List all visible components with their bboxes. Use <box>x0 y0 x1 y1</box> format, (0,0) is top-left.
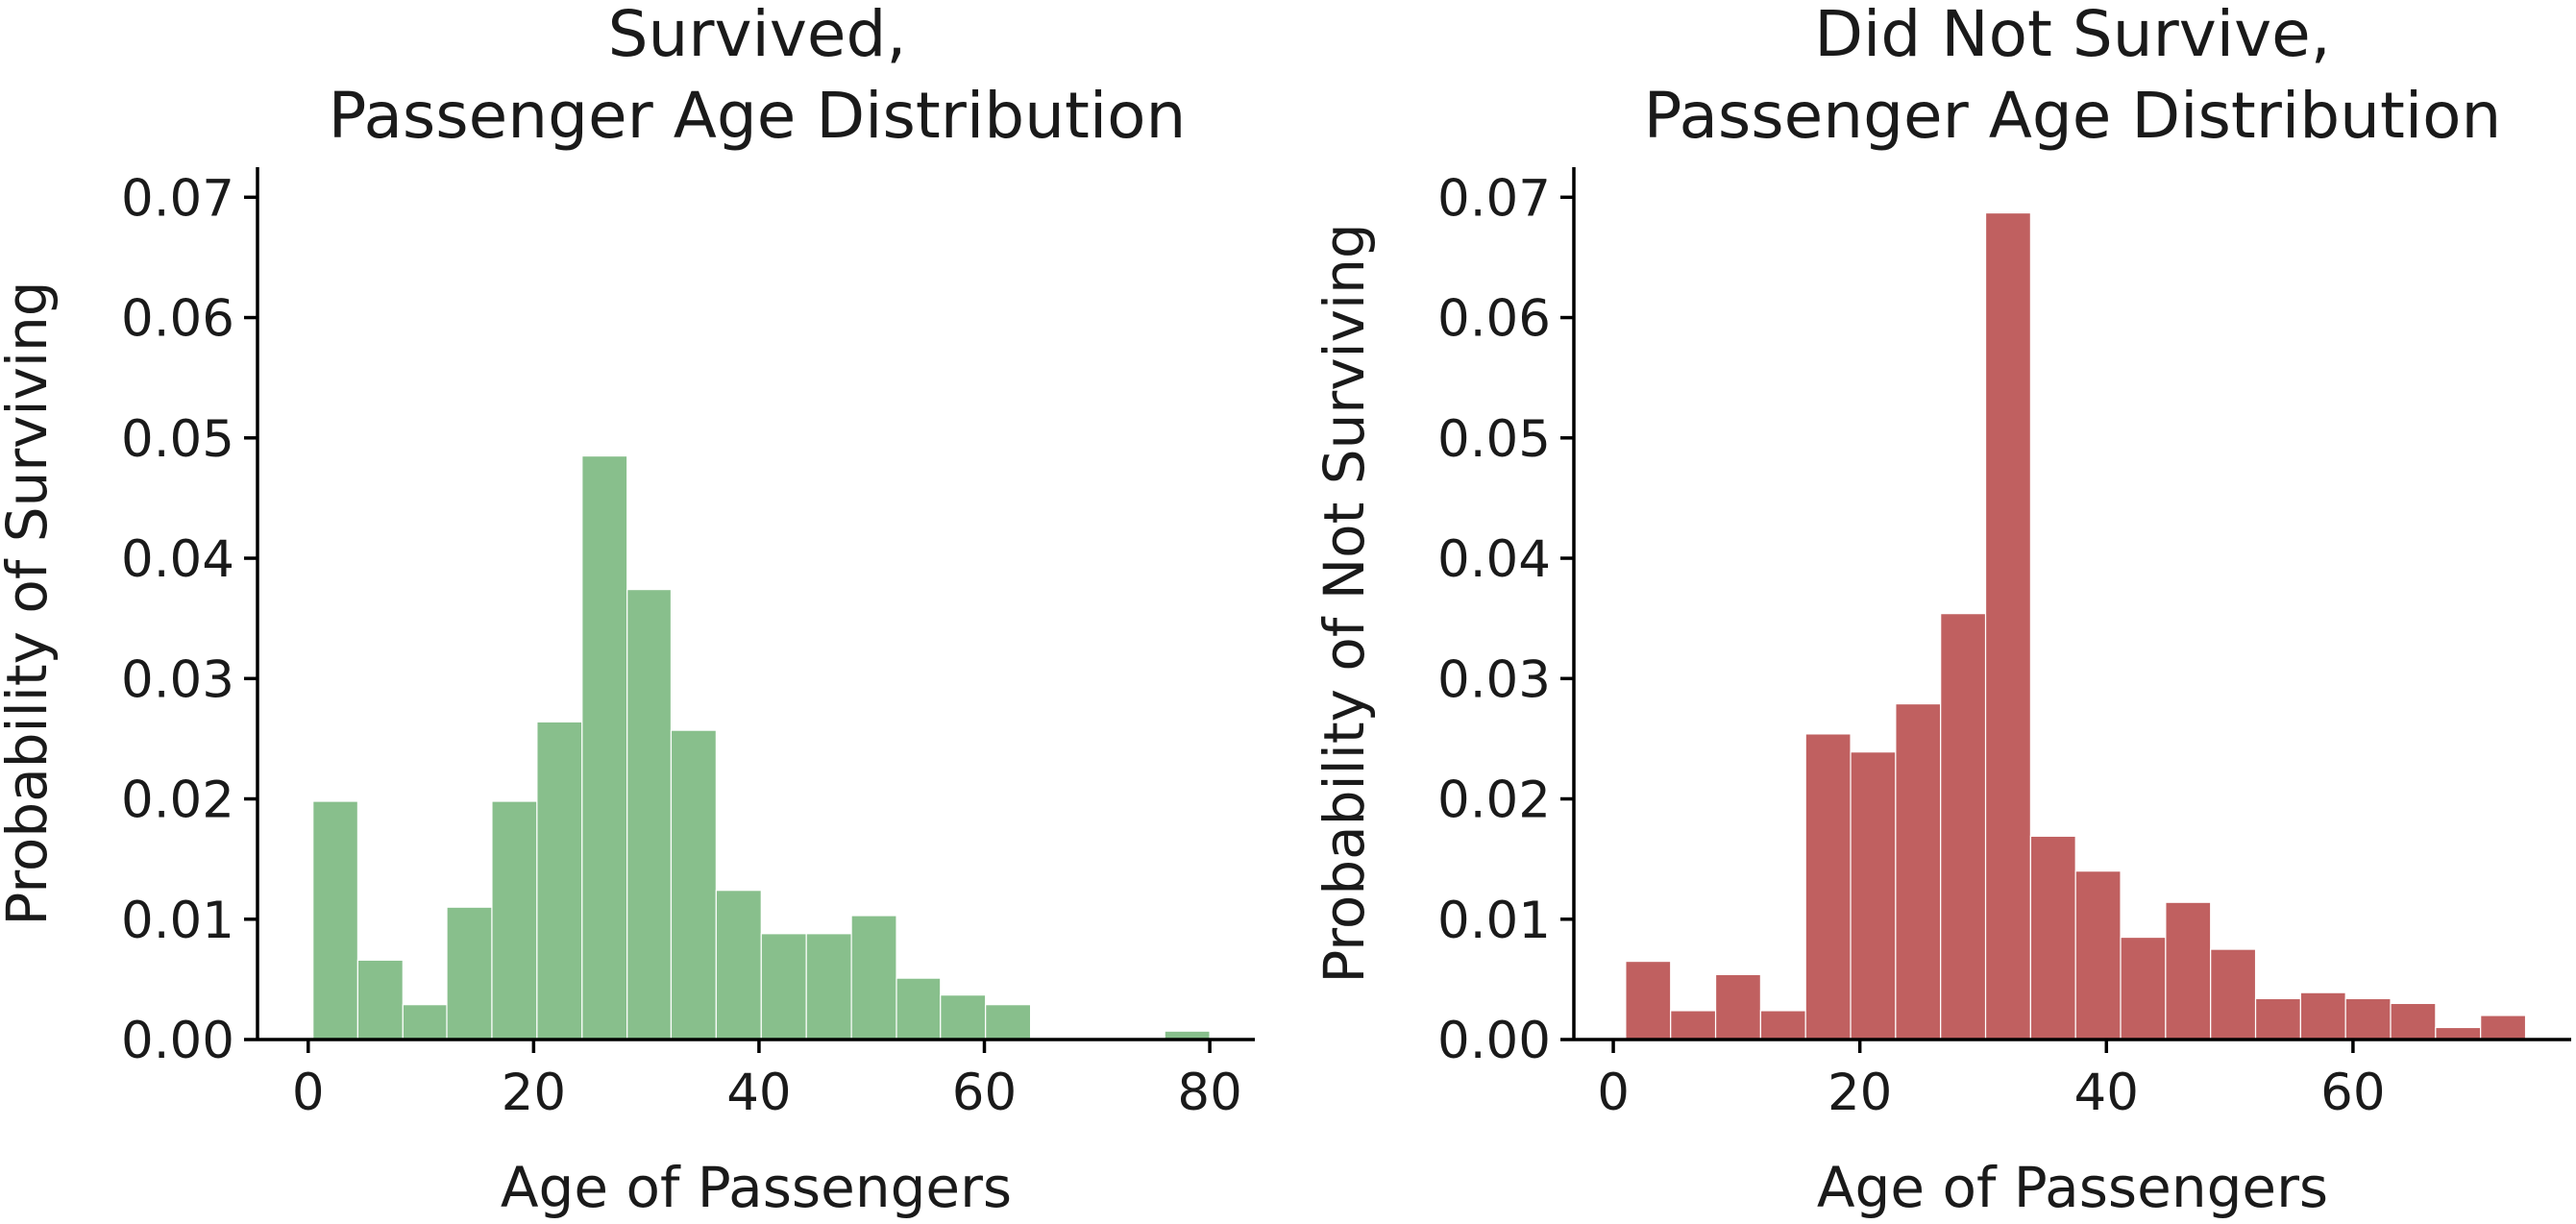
histogram-bar <box>2120 936 2167 1040</box>
histogram-bar <box>985 1004 1032 1040</box>
bar-group <box>312 454 1211 1040</box>
histogram-bar <box>670 729 717 1040</box>
histogram-bar <box>2480 1015 2527 1040</box>
chart-title-line-2: Passenger Age Distribution <box>329 79 1187 153</box>
histogram-bar <box>850 915 897 1040</box>
x-tick-label: 20 <box>1828 1064 1892 1122</box>
x-tick-label: 80 <box>1177 1064 1241 1122</box>
histogram-bar <box>940 994 987 1040</box>
y-tick-label: 0.03 <box>121 650 234 709</box>
chart-title-line-1: Survived, <box>608 0 907 71</box>
x-axis-label: Age of Passengers <box>1817 1155 2328 1220</box>
chart-title-line-2: Passenger Age Distribution <box>1644 79 2502 153</box>
histogram-bar <box>1895 702 1942 1040</box>
histogram-bar <box>1850 751 1897 1040</box>
x-axis-ticks: 0 20 40 60 80 <box>292 1040 1242 1122</box>
histogram-bar <box>312 800 358 1040</box>
x-tick-label: 40 <box>2074 1064 2139 1122</box>
histogram-bar <box>536 721 583 1040</box>
y-tick-label: 0.06 <box>1437 290 1551 349</box>
did-not-survive-histogram: Did Not Survive, Passenger Age Distribut… <box>1312 0 2571 1220</box>
histogram-bar <box>2029 835 2076 1040</box>
histogram-bar <box>2074 870 2122 1040</box>
x-tick-label: 60 <box>952 1064 1017 1122</box>
histogram-bar <box>1625 960 1672 1040</box>
histogram-bar <box>1940 613 1987 1040</box>
histogram-bar <box>356 959 404 1040</box>
histogram-bar <box>2210 948 2257 1040</box>
y-axis-ticks: 0.00 0.01 0.02 0.03 0.04 0.05 0.06 0.07 <box>121 169 258 1070</box>
y-tick-label: 0.00 <box>121 1012 234 1070</box>
x-axis-label: Age of Passengers <box>501 1155 1012 1220</box>
x-tick-label: 60 <box>2320 1064 2385 1122</box>
bar-group <box>1625 211 2527 1040</box>
histogram-bar <box>1984 211 2031 1040</box>
histogram-bar <box>402 1004 448 1040</box>
y-tick-label: 0.07 <box>1437 169 1551 228</box>
histogram-bar <box>2435 1026 2482 1040</box>
y-tick-label: 0.03 <box>1437 650 1551 709</box>
y-tick-label: 0.02 <box>1437 771 1551 830</box>
histogram-bar <box>715 890 762 1040</box>
y-axis-label: Probability of Not Surviving <box>1312 223 1377 983</box>
y-axis-label: Probability of Surviving <box>0 281 60 925</box>
y-tick-label: 0.07 <box>121 169 234 228</box>
x-tick-label: 0 <box>292 1064 325 1122</box>
histogram-bar <box>1714 973 1761 1040</box>
survived-histogram: Survived, Passenger Age Distribution 0.0… <box>0 0 1255 1220</box>
histogram-bar <box>2390 1002 2437 1040</box>
chart-title-line-1: Did Not Survive, <box>1814 0 2331 71</box>
histogram-bar <box>1804 733 1852 1040</box>
x-tick-label: 40 <box>726 1064 791 1122</box>
histogram-bar <box>2165 901 2212 1040</box>
x-tick-label: 20 <box>502 1064 566 1122</box>
y-tick-label: 0.00 <box>1437 1012 1551 1070</box>
histogram-bar <box>805 933 852 1040</box>
histogram-bar <box>581 454 628 1040</box>
histogram-bar <box>1670 1010 1717 1040</box>
x-tick-label: 0 <box>1597 1064 1630 1122</box>
y-tick-label: 0.01 <box>1437 892 1551 950</box>
histogram-bar <box>760 933 807 1040</box>
y-tick-label: 0.04 <box>1437 530 1551 589</box>
histogram-bar <box>626 588 673 1040</box>
y-tick-label: 0.06 <box>121 290 234 349</box>
y-tick-label: 0.02 <box>121 771 234 830</box>
y-tick-label: 0.01 <box>121 892 234 950</box>
histogram-bar <box>2344 997 2392 1040</box>
histogram-bar <box>446 906 493 1040</box>
y-axis-ticks: 0.00 0.01 0.02 0.03 0.04 0.05 0.06 0.07 <box>1437 169 1574 1070</box>
y-tick-label: 0.05 <box>1437 410 1551 469</box>
histogram-bar <box>2299 991 2346 1040</box>
histogram-bar <box>491 800 538 1040</box>
histogram-bar <box>895 977 942 1040</box>
histogram-bar <box>2254 997 2301 1040</box>
histogram-bar <box>1759 1010 1806 1040</box>
y-tick-label: 0.05 <box>121 410 234 469</box>
x-axis-ticks: 0 20 40 60 <box>1597 1040 2386 1122</box>
y-tick-label: 0.04 <box>121 530 234 589</box>
